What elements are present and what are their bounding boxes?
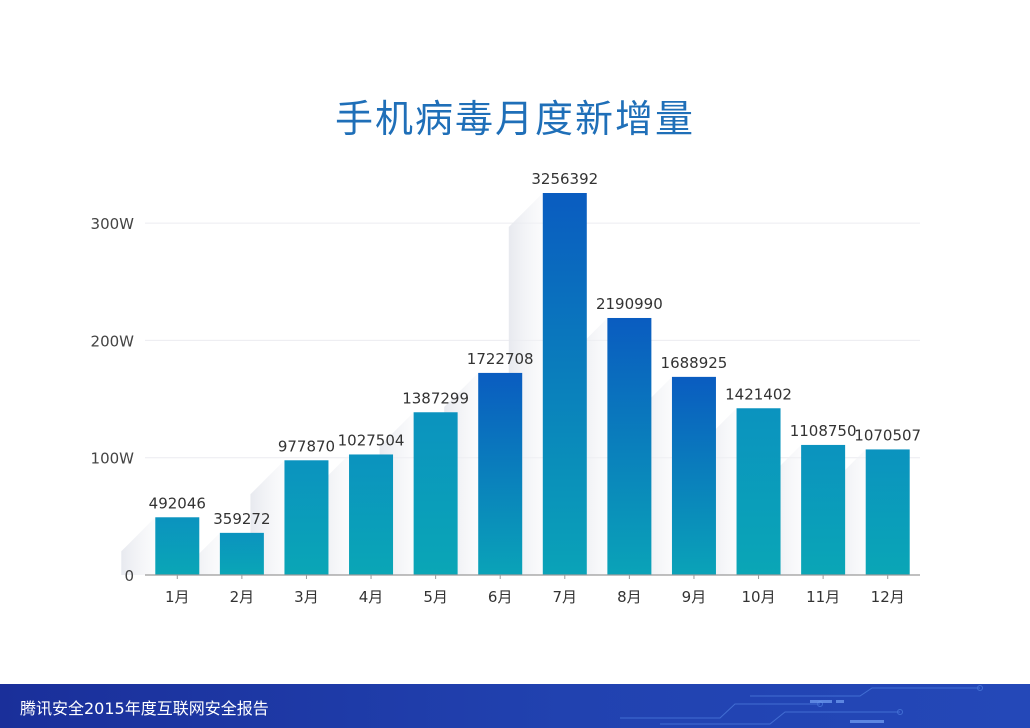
- data-label: 977870: [278, 437, 335, 455]
- data-label: 1421402: [725, 385, 792, 403]
- x-tick-label: 10月: [741, 588, 775, 606]
- bar: [478, 372, 523, 575]
- x-tick-label: 9月: [682, 588, 707, 606]
- bar: [155, 517, 200, 575]
- data-label: 2190990: [596, 295, 663, 313]
- y-tick-label: 300W: [91, 215, 135, 233]
- bar: [607, 317, 652, 575]
- bar: [801, 444, 846, 575]
- x-tick-label: 5月: [423, 588, 448, 606]
- x-tick-label: 12月: [871, 588, 905, 606]
- y-tick-label: 200W: [91, 332, 135, 350]
- chart-title: 手机病毒月度新增量: [334, 97, 695, 141]
- bar: [219, 532, 264, 575]
- x-tick-label: 1月: [165, 588, 190, 606]
- x-tick-label: 3月: [294, 588, 319, 606]
- y-tick-label: 0: [124, 567, 134, 585]
- data-label: 1027504: [338, 431, 405, 449]
- footer-bar: 腾讯安全2015年度互联网安全报告: [0, 684, 1030, 728]
- x-tick-label: 7月: [553, 588, 578, 606]
- bar-shadow: [121, 517, 156, 575]
- bar: [865, 449, 910, 575]
- bar: [413, 412, 458, 575]
- x-tick-label: 11月: [806, 588, 840, 606]
- bar: [671, 376, 716, 575]
- footer-report-name: 腾讯安全2015年度互联网安全报告: [20, 699, 269, 718]
- data-label: 492046: [149, 494, 206, 512]
- data-label: 1688925: [661, 354, 728, 372]
- bar: [542, 193, 587, 575]
- y-tick-label: 100W: [91, 450, 135, 468]
- x-tick-label: 6月: [488, 588, 513, 606]
- bar: [284, 460, 329, 575]
- x-tick-label: 2月: [230, 588, 255, 606]
- data-label: 1387299: [402, 389, 469, 407]
- bar-chart: 492046 359272 977870 1027504 1387299 1722708 3…: [91, 170, 922, 606]
- data-label: 1070507: [854, 426, 921, 444]
- x-tick-label: 8月: [617, 588, 642, 606]
- bar: [736, 408, 781, 575]
- data-label: 1722708: [467, 350, 534, 368]
- data-label: 1108750: [790, 422, 857, 440]
- data-label: 3256392: [531, 170, 598, 188]
- bar: [349, 454, 394, 575]
- data-label: 359272: [213, 510, 270, 528]
- x-tick-label: 4月: [359, 588, 384, 606]
- circuit-decoration-icon: [620, 685, 983, 725]
